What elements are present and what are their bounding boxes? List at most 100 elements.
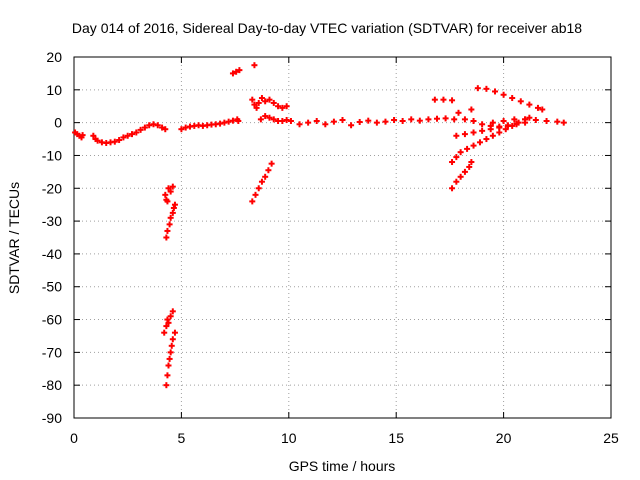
data-point — [178, 126, 185, 133]
x-axis-label: GPS time / hours — [289, 458, 396, 474]
data-point — [169, 308, 176, 315]
data-point — [162, 126, 169, 133]
y-tick-label: -20 — [42, 180, 62, 196]
data-point — [496, 123, 503, 130]
data-point — [560, 119, 567, 126]
data-point — [257, 116, 264, 123]
data-point — [365, 117, 372, 124]
data-point — [339, 117, 346, 124]
data-point — [287, 117, 294, 124]
data-point — [235, 117, 242, 124]
data-point — [164, 316, 171, 323]
y-tick-label: -70 — [42, 344, 62, 360]
data-point — [252, 191, 259, 198]
y-tick-label: -10 — [42, 147, 62, 163]
data-point — [453, 132, 460, 139]
data-point — [79, 132, 86, 139]
data-point — [554, 118, 561, 125]
data-point — [166, 355, 173, 362]
data-points — [72, 62, 567, 389]
data-point — [165, 362, 172, 369]
data-point — [168, 342, 175, 349]
data-point — [249, 96, 256, 103]
x-tick-label: 25 — [603, 430, 619, 446]
data-point — [116, 137, 123, 144]
data-point — [270, 116, 277, 123]
data-point — [382, 118, 389, 125]
data-point — [416, 117, 423, 124]
data-point — [434, 115, 441, 122]
y-tick-label: -80 — [42, 377, 62, 393]
data-point — [171, 201, 178, 208]
data-point — [124, 132, 131, 139]
data-point — [249, 198, 256, 205]
data-point — [164, 372, 171, 379]
data-point — [487, 122, 494, 129]
data-point — [165, 185, 172, 192]
data-point — [509, 95, 516, 102]
data-point — [169, 183, 176, 190]
data-point — [120, 134, 127, 141]
data-point — [348, 122, 355, 129]
data-point — [474, 85, 481, 92]
data-point — [133, 129, 140, 136]
data-point — [543, 117, 550, 124]
data-point — [440, 96, 447, 103]
data-point — [236, 67, 243, 74]
data-point — [504, 122, 511, 129]
data-point — [233, 68, 240, 75]
data-point — [483, 136, 490, 143]
data-point — [539, 106, 546, 113]
y-tick-label: -60 — [42, 312, 62, 328]
data-point — [255, 99, 262, 106]
data-point — [526, 114, 533, 121]
data-point — [265, 167, 272, 174]
data-point — [464, 145, 471, 152]
y-tick-label: 10 — [46, 82, 62, 98]
data-point — [461, 116, 468, 123]
data-point — [169, 209, 176, 216]
data-point — [489, 132, 496, 139]
data-point — [163, 382, 170, 389]
data-point — [500, 117, 507, 124]
data-point — [165, 319, 172, 326]
data-point — [399, 117, 406, 124]
data-point — [163, 234, 170, 241]
data-point — [330, 118, 337, 125]
data-point — [161, 329, 168, 336]
data-point — [468, 106, 475, 113]
data-point — [489, 119, 496, 126]
data-point — [296, 121, 303, 128]
data-point — [94, 137, 101, 144]
data-point — [449, 185, 456, 192]
data-point — [449, 159, 456, 166]
data-point — [253, 104, 260, 111]
data-point — [251, 101, 258, 108]
data-point — [483, 85, 490, 92]
data-point — [262, 98, 269, 105]
data-point — [466, 163, 473, 170]
x-tick-label: 15 — [388, 430, 404, 446]
data-point — [229, 117, 236, 124]
data-point — [461, 168, 468, 175]
data-point — [408, 116, 415, 123]
data-point — [154, 122, 161, 129]
data-point — [90, 132, 97, 139]
data-point — [167, 188, 174, 195]
chart-title: Day 014 of 2016, Sidereal Day-to-day VTE… — [72, 20, 582, 36]
y-tick-label: 0 — [54, 115, 62, 131]
data-point — [167, 214, 174, 221]
data-point — [479, 127, 486, 134]
x-tick-label: 0 — [70, 430, 78, 446]
data-point — [111, 138, 118, 145]
data-point — [492, 88, 499, 95]
data-point — [500, 91, 507, 98]
data-point — [391, 117, 398, 124]
data-point — [167, 349, 174, 356]
data-point — [373, 119, 380, 126]
data-point — [166, 221, 173, 228]
data-point — [517, 98, 524, 105]
data-point — [451, 116, 458, 123]
data-point — [229, 70, 236, 77]
data-point — [162, 191, 169, 198]
